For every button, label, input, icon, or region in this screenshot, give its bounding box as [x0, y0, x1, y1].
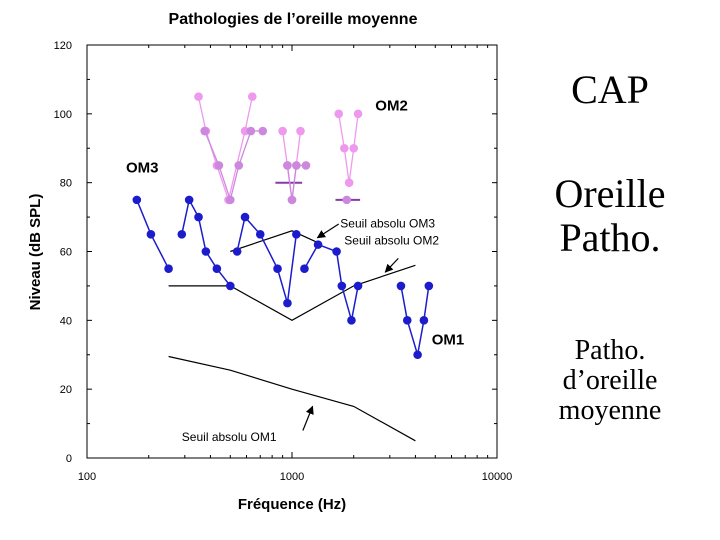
- series-line-om1: [303, 243, 359, 321]
- data-point-om1: [164, 264, 173, 274]
- data-point-om1: [402, 316, 412, 325]
- data-point-om1: [396, 281, 406, 291]
- data-point-om3: [234, 161, 244, 170]
- annotation-om2-label: OM2: [375, 97, 408, 114]
- data-point-om2: [340, 143, 349, 153]
- data-point-om1: [177, 229, 187, 239]
- x-axis-label: Fréquence (Hz): [238, 496, 346, 513]
- y-tick-label: 20: [60, 384, 72, 396]
- annotation-om1-label: OM1: [432, 331, 465, 348]
- data-point-om1: [292, 229, 301, 239]
- data-point-om1: [419, 316, 429, 325]
- annotation-threshold-om2: Seuil absolu OM2: [344, 234, 439, 248]
- series-line-om2: [197, 96, 253, 203]
- data-point-om1: [424, 281, 434, 291]
- data-point-om1: [347, 316, 356, 325]
- side-patho-line2: Patho.: [559, 215, 661, 260]
- data-point-om3: [200, 126, 209, 136]
- data-point-om3: [246, 126, 256, 136]
- series-line-om1: [181, 197, 231, 287]
- series-line-om3: [286, 164, 306, 200]
- data-point-om2: [278, 126, 287, 136]
- data-point-om1: [240, 212, 250, 222]
- data-point-om3: [214, 161, 224, 170]
- data-point-om1: [353, 281, 363, 291]
- arrow-threshold-om2: [384, 257, 399, 273]
- x-tick-label: 10000: [482, 471, 513, 483]
- y-tick-label: 0: [66, 453, 72, 465]
- data-point-om1: [413, 350, 422, 360]
- data-point-om1: [332, 247, 341, 256]
- data-point-om3: [292, 161, 301, 170]
- x-tick-label: 100: [78, 471, 96, 483]
- arrow-threshold-om3: [316, 223, 340, 239]
- data-point-om1: [184, 195, 194, 205]
- side-desc-line2: d’oreille: [562, 365, 658, 396]
- data-point-om1: [255, 229, 265, 239]
- threshold-line-2: [168, 264, 416, 321]
- side-desc-line1: Patho.: [574, 335, 646, 366]
- side-description-block: Patho. d’oreille moyenne: [525, 336, 695, 426]
- data-point-om3: [283, 161, 292, 170]
- side-patho-block: Oreille Patho.: [530, 172, 690, 260]
- y-tick-label: 100: [54, 109, 72, 121]
- y-tick-label: 40: [60, 315, 72, 327]
- side-cap-text: CAP: [571, 67, 649, 112]
- x-tick-label: 1000: [280, 471, 304, 483]
- data-point-om1: [313, 240, 323, 249]
- data-point-om1: [232, 247, 242, 256]
- data-point-om3: [301, 161, 311, 170]
- threshold-line-1: [168, 355, 416, 442]
- data-point-om2: [353, 109, 363, 119]
- side-desc-line3: moyenne: [558, 395, 662, 426]
- chart-title: Pathologies de l’oreille moyenne: [169, 11, 418, 28]
- data-point-om1: [212, 264, 222, 274]
- data-point-om1: [283, 298, 292, 308]
- data-point-om1: [194, 212, 203, 222]
- y-tick-label: 80: [60, 178, 72, 190]
- data-point-om1: [132, 195, 142, 205]
- data-point-om1: [300, 264, 309, 274]
- arrow-threshold-om1: [302, 405, 314, 431]
- y-tick-label: 60: [60, 247, 72, 259]
- data-point-om1: [337, 281, 347, 291]
- annotation-threshold-om1: Seuil absolu OM1: [182, 430, 277, 444]
- annotation-threshold-om3: Seuil absolu OM3: [340, 216, 435, 230]
- data-point-om1: [225, 281, 235, 291]
- threshold-line-3: [230, 230, 323, 253]
- data-point-om2: [334, 109, 344, 119]
- annotation-om3-label: OM3: [126, 159, 159, 176]
- data-point-om2: [296, 126, 305, 136]
- data-point-om1: [201, 247, 211, 256]
- plot-frame: [86, 44, 498, 459]
- data-point-om3: [287, 195, 297, 205]
- series-line-om1: [236, 215, 298, 304]
- data-point-om1: [146, 229, 156, 239]
- side-patho-line1: Oreille: [554, 171, 666, 216]
- data-point-om2: [247, 92, 257, 101]
- y-axis-label: Niveau (dB SPL): [27, 194, 44, 311]
- data-point-om3: [225, 195, 235, 205]
- data-point-om1: [273, 264, 282, 274]
- data-point-om3: [258, 126, 268, 136]
- audiogram-chart: Pathologies de l’oreille moyenne Fréquen…: [27, 11, 513, 513]
- y-tick-label: 120: [54, 40, 72, 52]
- data-point-om2: [194, 92, 203, 101]
- data-point-om2: [344, 178, 354, 187]
- data-point-om3: [342, 195, 352, 205]
- data-point-om2: [349, 143, 359, 153]
